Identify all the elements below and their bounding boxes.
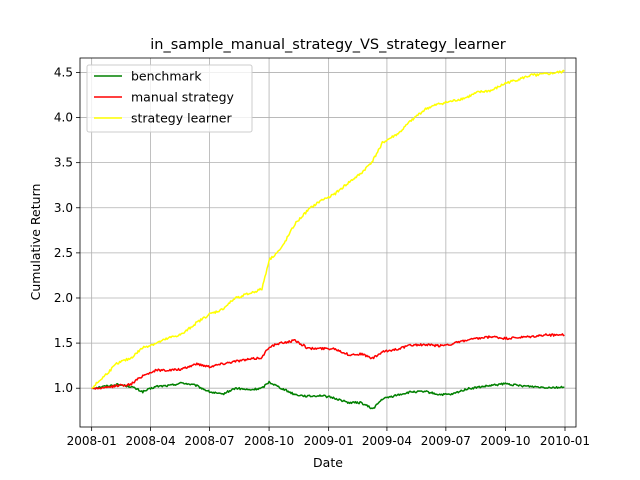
series-layer	[91, 69, 565, 410]
x-axis: 2008-01 2008-04 2008-07 2008-10 2009-01 2009-…	[67, 427, 590, 448]
legend-box	[86, 64, 253, 133]
y-tick-label: 1.0	[54, 381, 73, 395]
x-tick-label: 2009-04	[362, 434, 412, 448]
series-line-manual-strategy	[91, 333, 565, 390]
x-tick-label: 2008-07	[184, 434, 234, 448]
y-tick-label: 4.0	[54, 111, 73, 125]
legend-label: manual strategy	[131, 90, 235, 105]
legend-label: benchmark	[131, 69, 202, 84]
y-tick-label: 3.5	[54, 156, 73, 170]
legend-label: strategy learner	[131, 111, 232, 126]
y-tick-label: 1.5	[54, 336, 73, 350]
x-tick-label: 2008-10	[244, 434, 294, 448]
x-axis-label: Date	[313, 455, 343, 470]
x-tick-label: 2009-01	[304, 434, 354, 448]
y-tick-label: 2.0	[54, 291, 73, 305]
legend: benchmark manual strategy strategy learner	[86, 64, 253, 133]
series-line-benchmark	[91, 380, 565, 410]
series-line-strategy-learner	[91, 69, 565, 389]
x-tick-label: 2009-10	[480, 434, 530, 448]
plot-frame	[79, 57, 577, 428]
x-tick-label: 2008-04	[126, 434, 176, 448]
x-tick-label: 2008-01	[67, 434, 117, 448]
y-axis: 1.0 1.5 2.0 2.5 3.0 3.5 4.0 4.5	[54, 65, 80, 395]
y-tick-label: 3.0	[54, 201, 73, 215]
x-tick-label: 2010-01	[540, 434, 590, 448]
x-tick-label: 2009-07	[421, 434, 471, 448]
y-tick-label: 4.5	[54, 65, 73, 79]
y-axis-label: Cumulative Return	[28, 184, 43, 301]
chart-title: in_sample_manual_strategy_VS_strategy_le…	[150, 37, 505, 53]
y-tick-label: 2.5	[54, 246, 73, 260]
